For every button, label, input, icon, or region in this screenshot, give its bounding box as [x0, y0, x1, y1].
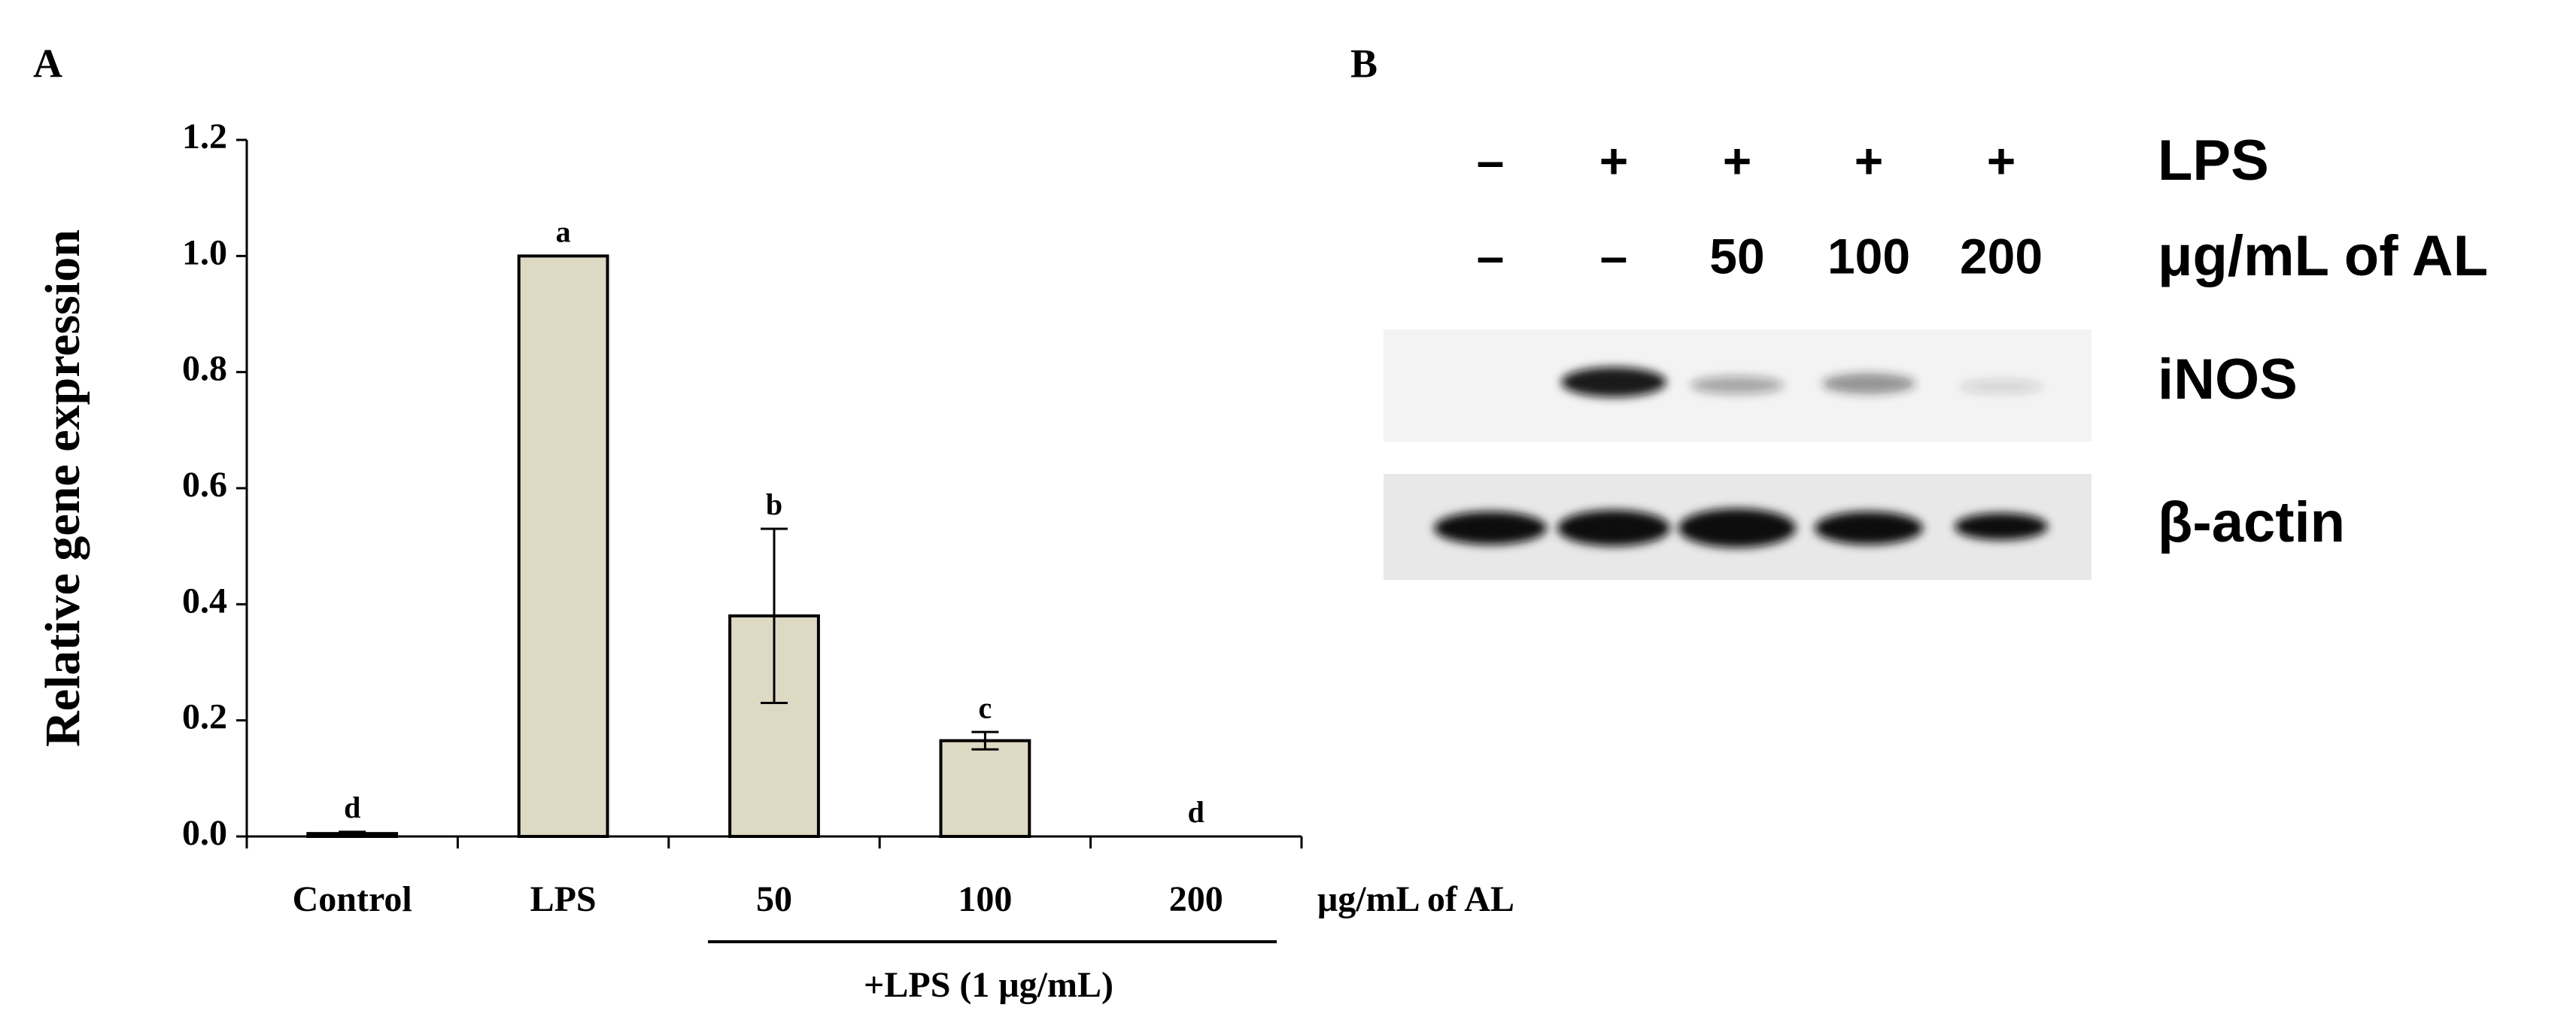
lane-sign: +	[1987, 132, 2016, 188]
bar	[939, 739, 1031, 838]
band	[1678, 508, 1796, 548]
band	[1815, 511, 1923, 545]
x-tick-label: 200	[1169, 879, 1223, 919]
y-tick-label: 0.0	[182, 813, 227, 853]
lane-sign: +	[1855, 132, 1884, 188]
x-axis-title: μg/mL of AL	[1317, 879, 1514, 919]
lane-dose: 200	[1960, 228, 2043, 284]
y-tick-label: 1.2	[182, 117, 227, 156]
row-label: LPS	[2158, 129, 2269, 193]
band	[1822, 373, 1915, 394]
band	[1434, 511, 1547, 545]
lane-sign: –	[1477, 132, 1505, 188]
lane-dose: –	[1600, 228, 1628, 284]
band	[1561, 367, 1666, 397]
significance-letter: c	[979, 691, 992, 724]
blot-bands	[1434, 367, 2048, 548]
panel-label: A	[33, 41, 62, 86]
y-tick-label: 0.6	[182, 465, 227, 505]
lane-dose: 50	[1709, 228, 1764, 284]
y-tick-label: 1.0	[182, 232, 227, 272]
band-label: iNOS	[2158, 348, 2298, 411]
significance-letter: d	[1188, 795, 1204, 829]
group-label: +LPS (1 μg/mL)	[864, 965, 1113, 1005]
x-tick-label: LPS	[530, 879, 597, 919]
bar	[517, 254, 609, 839]
y-axis-title: Relative gene expression	[35, 229, 90, 747]
lane-sign: +	[1599, 132, 1629, 188]
row-label: μg/mL of AL	[2158, 224, 2488, 288]
x-tick-label: 100	[958, 879, 1012, 919]
lane-sign: +	[1723, 132, 1752, 188]
band	[1955, 513, 2048, 540]
significance-letter: d	[344, 791, 360, 824]
y-tick-label: 0.2	[182, 697, 227, 737]
lane-dose: 100	[1827, 228, 1910, 284]
lane-dose: –	[1477, 228, 1505, 284]
x-tick-label: 50	[756, 879, 792, 919]
band	[1690, 376, 1784, 394]
x-tick-label: Control	[293, 879, 412, 919]
significance-letter: a	[556, 215, 571, 249]
band	[1960, 380, 2043, 393]
panel-label: B	[1350, 41, 1378, 86]
band-label: β-actin	[2158, 490, 2345, 554]
band	[1557, 510, 1670, 546]
y-tick-label: 0.8	[182, 349, 227, 389]
significance-letter: b	[766, 487, 782, 521]
y-tick-label: 0.4	[182, 581, 227, 621]
